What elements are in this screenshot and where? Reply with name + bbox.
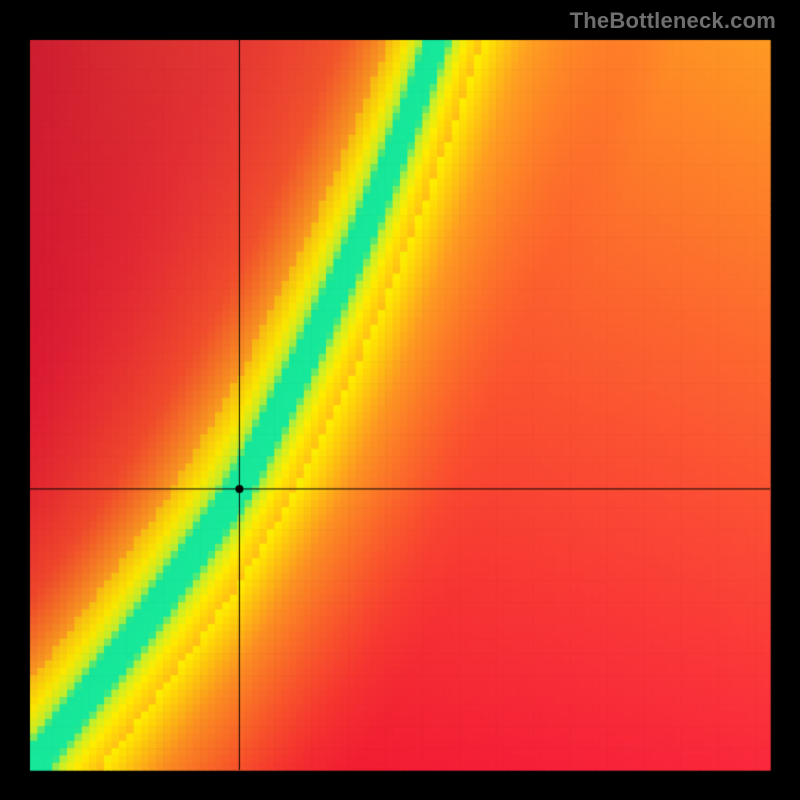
bottleneck-heatmap bbox=[0, 0, 800, 800]
watermark-text: TheBottleneck.com bbox=[570, 8, 776, 34]
